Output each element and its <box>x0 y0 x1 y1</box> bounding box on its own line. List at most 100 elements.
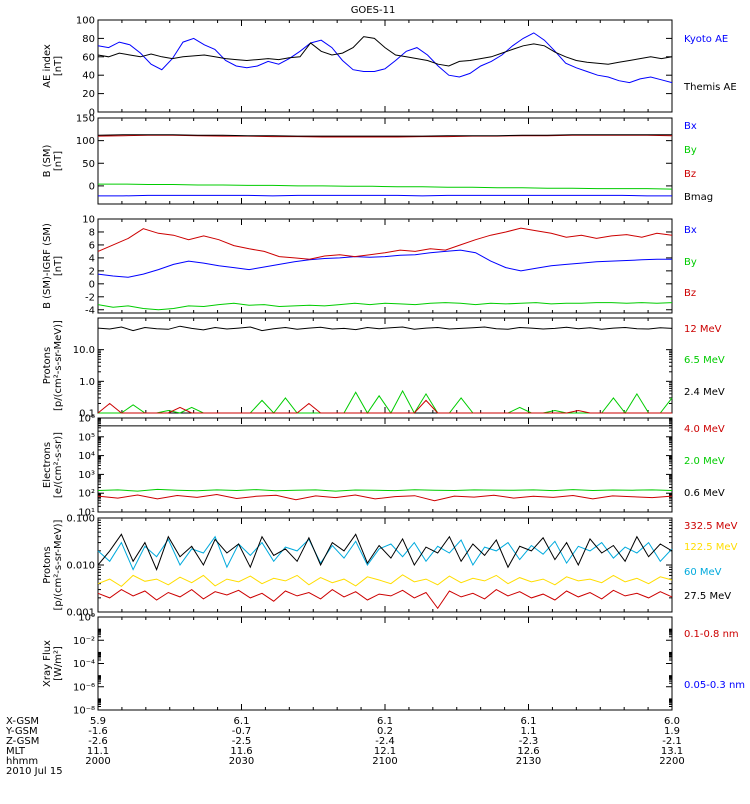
ephemeris-value: 1.9 <box>664 726 680 737</box>
legend-0-05-0-3-nm: 0.05-0.3 nm <box>684 680 745 691</box>
ephemeris-value: -2.5 <box>232 736 252 747</box>
y-axis-label: [p/(cm²-s-sr-MeV)] <box>53 519 64 610</box>
ephemeris-value: 0.2 <box>377 726 393 737</box>
y-tick-label: 10⁰ <box>78 613 95 624</box>
y-tick-label: 10² <box>78 489 95 500</box>
series-bx-line <box>98 194 672 197</box>
series-2-0-mev-line <box>97 488 673 492</box>
y-tick-label: 10⁻⁶ <box>73 682 95 693</box>
legend-2-0-mev: 2.0 MeV <box>684 456 725 467</box>
y-axis-label: B (SM) <box>42 144 53 177</box>
y-tick-label: 10⁵ <box>78 432 95 443</box>
ephemeris-value: 6.0 <box>664 716 680 727</box>
y-axis-label: [nT] <box>53 256 64 276</box>
ephemeris-value: 11.1 <box>87 746 109 757</box>
series-6-5-mev-line <box>98 389 673 415</box>
ephemeris-row-label: Z-GSM <box>6 736 39 747</box>
ephemeris-value: 2000 <box>85 756 110 767</box>
y-tick-label: 2 <box>89 266 95 277</box>
y-tick-label: 10.0 <box>73 345 95 356</box>
y-axis-label: Protons <box>42 347 53 384</box>
series-bx-line <box>97 249 672 278</box>
ephemeris-value: 12.6 <box>517 746 539 757</box>
ephemeris-value: 2100 <box>372 756 397 767</box>
series-themis-ae-line <box>97 36 673 67</box>
ephemeris-value: 2130 <box>516 756 541 767</box>
y-axis-label: Electrons <box>42 442 53 488</box>
ephemeris-value: -2.1 <box>662 736 682 747</box>
ephemeris-value: 12.1 <box>374 746 396 757</box>
y-tick-label: 8 <box>89 227 95 238</box>
y-tick-label: 0 <box>89 181 95 192</box>
ephemeris-value: 5.9 <box>90 716 106 727</box>
y-tick-label: 10⁻⁸ <box>73 706 95 717</box>
series-2-4-mev-line <box>97 325 673 332</box>
legend-122-5-mev: 122.5 MeV <box>684 542 738 553</box>
panel-4-frame <box>97 317 673 414</box>
series-122-5-mev-line <box>97 574 673 588</box>
y-tick-label: 10 <box>82 215 95 226</box>
y-tick-label: 0.001 <box>66 608 95 619</box>
y-tick-label: 40 <box>82 71 95 82</box>
y-tick-label: 150 <box>76 114 95 125</box>
panel-1-frame <box>97 19 673 113</box>
y-tick-label: 10⁻⁴ <box>73 659 95 670</box>
y-tick-label: 100 <box>76 136 95 147</box>
panel-3-frame <box>97 218 673 314</box>
panel-2-frame <box>97 117 673 205</box>
legend-0-6-mev: 0.6 MeV <box>684 488 725 499</box>
y-axis-label: [nT] <box>53 151 64 171</box>
y-axis-label: [e/(cm²-s-sr)] <box>53 432 64 498</box>
series-bz-line <box>97 227 673 260</box>
y-tick-label: -2 <box>85 292 95 303</box>
panel-7-frame <box>97 616 673 711</box>
legend-by: By <box>684 257 697 268</box>
y-tick-label: 80 <box>82 34 95 45</box>
y-tick-label: 0.1 <box>79 409 95 420</box>
legend-332-5-mev: 332.5 MeV <box>684 521 738 532</box>
legend-4-0-mev: 4.0 MeV <box>684 424 725 435</box>
series-bmag-line <box>97 134 672 137</box>
series-kyoto-ae-line <box>97 32 673 84</box>
series-by-line <box>97 302 673 311</box>
series-by-line <box>98 183 673 190</box>
y-tick-label: 20 <box>82 89 95 100</box>
legend-60-mev: 60 MeV <box>684 567 722 578</box>
legend-kyoto-ae: Kyoto AE <box>684 34 728 45</box>
y-tick-label: 50 <box>82 159 95 170</box>
series-332-5-mev-line <box>97 588 673 610</box>
panel-6-frame <box>97 517 673 613</box>
ephemeris-value: 2030 <box>229 756 254 767</box>
legend-bmag: Bmag <box>684 192 713 203</box>
y-tick-label: 10³ <box>78 470 95 481</box>
y-axis-label: [W/m²] <box>53 646 64 681</box>
plot-title: GOES-11 <box>351 5 396 16</box>
ephemeris-value: -0.7 <box>232 726 252 737</box>
y-tick-label: 60 <box>82 52 95 63</box>
ephemeris-value: 1.1 <box>521 726 537 737</box>
y-axis-label: Protons <box>42 546 53 583</box>
y-axis-label: AE index <box>42 44 53 88</box>
y-tick-label: 0.010 <box>66 561 95 572</box>
ephemeris-value: 6.1 <box>521 716 537 727</box>
legend-12-mev: 12 MeV <box>684 324 722 335</box>
y-axis-label: [p/(cm²-s-sr-MeV)] <box>53 320 64 411</box>
y-axis-label: [nT] <box>53 56 64 76</box>
ephemeris-value: 13.1 <box>661 746 683 757</box>
y-tick-label: 10⁴ <box>78 451 95 462</box>
y-tick-label: 4 <box>89 253 95 264</box>
y-tick-label: 1.0 <box>79 377 95 388</box>
legend-2-4-mev: 2.4 MeV <box>684 387 725 398</box>
legend-bz: Bz <box>684 288 696 299</box>
y-tick-label: 0.100 <box>66 514 95 525</box>
series-12-mev-line <box>97 399 672 414</box>
y-tick-label: 6 <box>89 240 95 251</box>
ephemeris-row-label: X-GSM <box>6 716 39 727</box>
ephemeris-value: -2.6 <box>88 736 108 747</box>
ephemeris-value: 2200 <box>659 756 684 767</box>
ephemeris-row-label: Y-GSM <box>5 726 38 737</box>
legend-by: By <box>684 145 697 156</box>
ephemeris-value: -2.3 <box>519 736 539 747</box>
y-tick-label: 10¹ <box>78 508 95 519</box>
